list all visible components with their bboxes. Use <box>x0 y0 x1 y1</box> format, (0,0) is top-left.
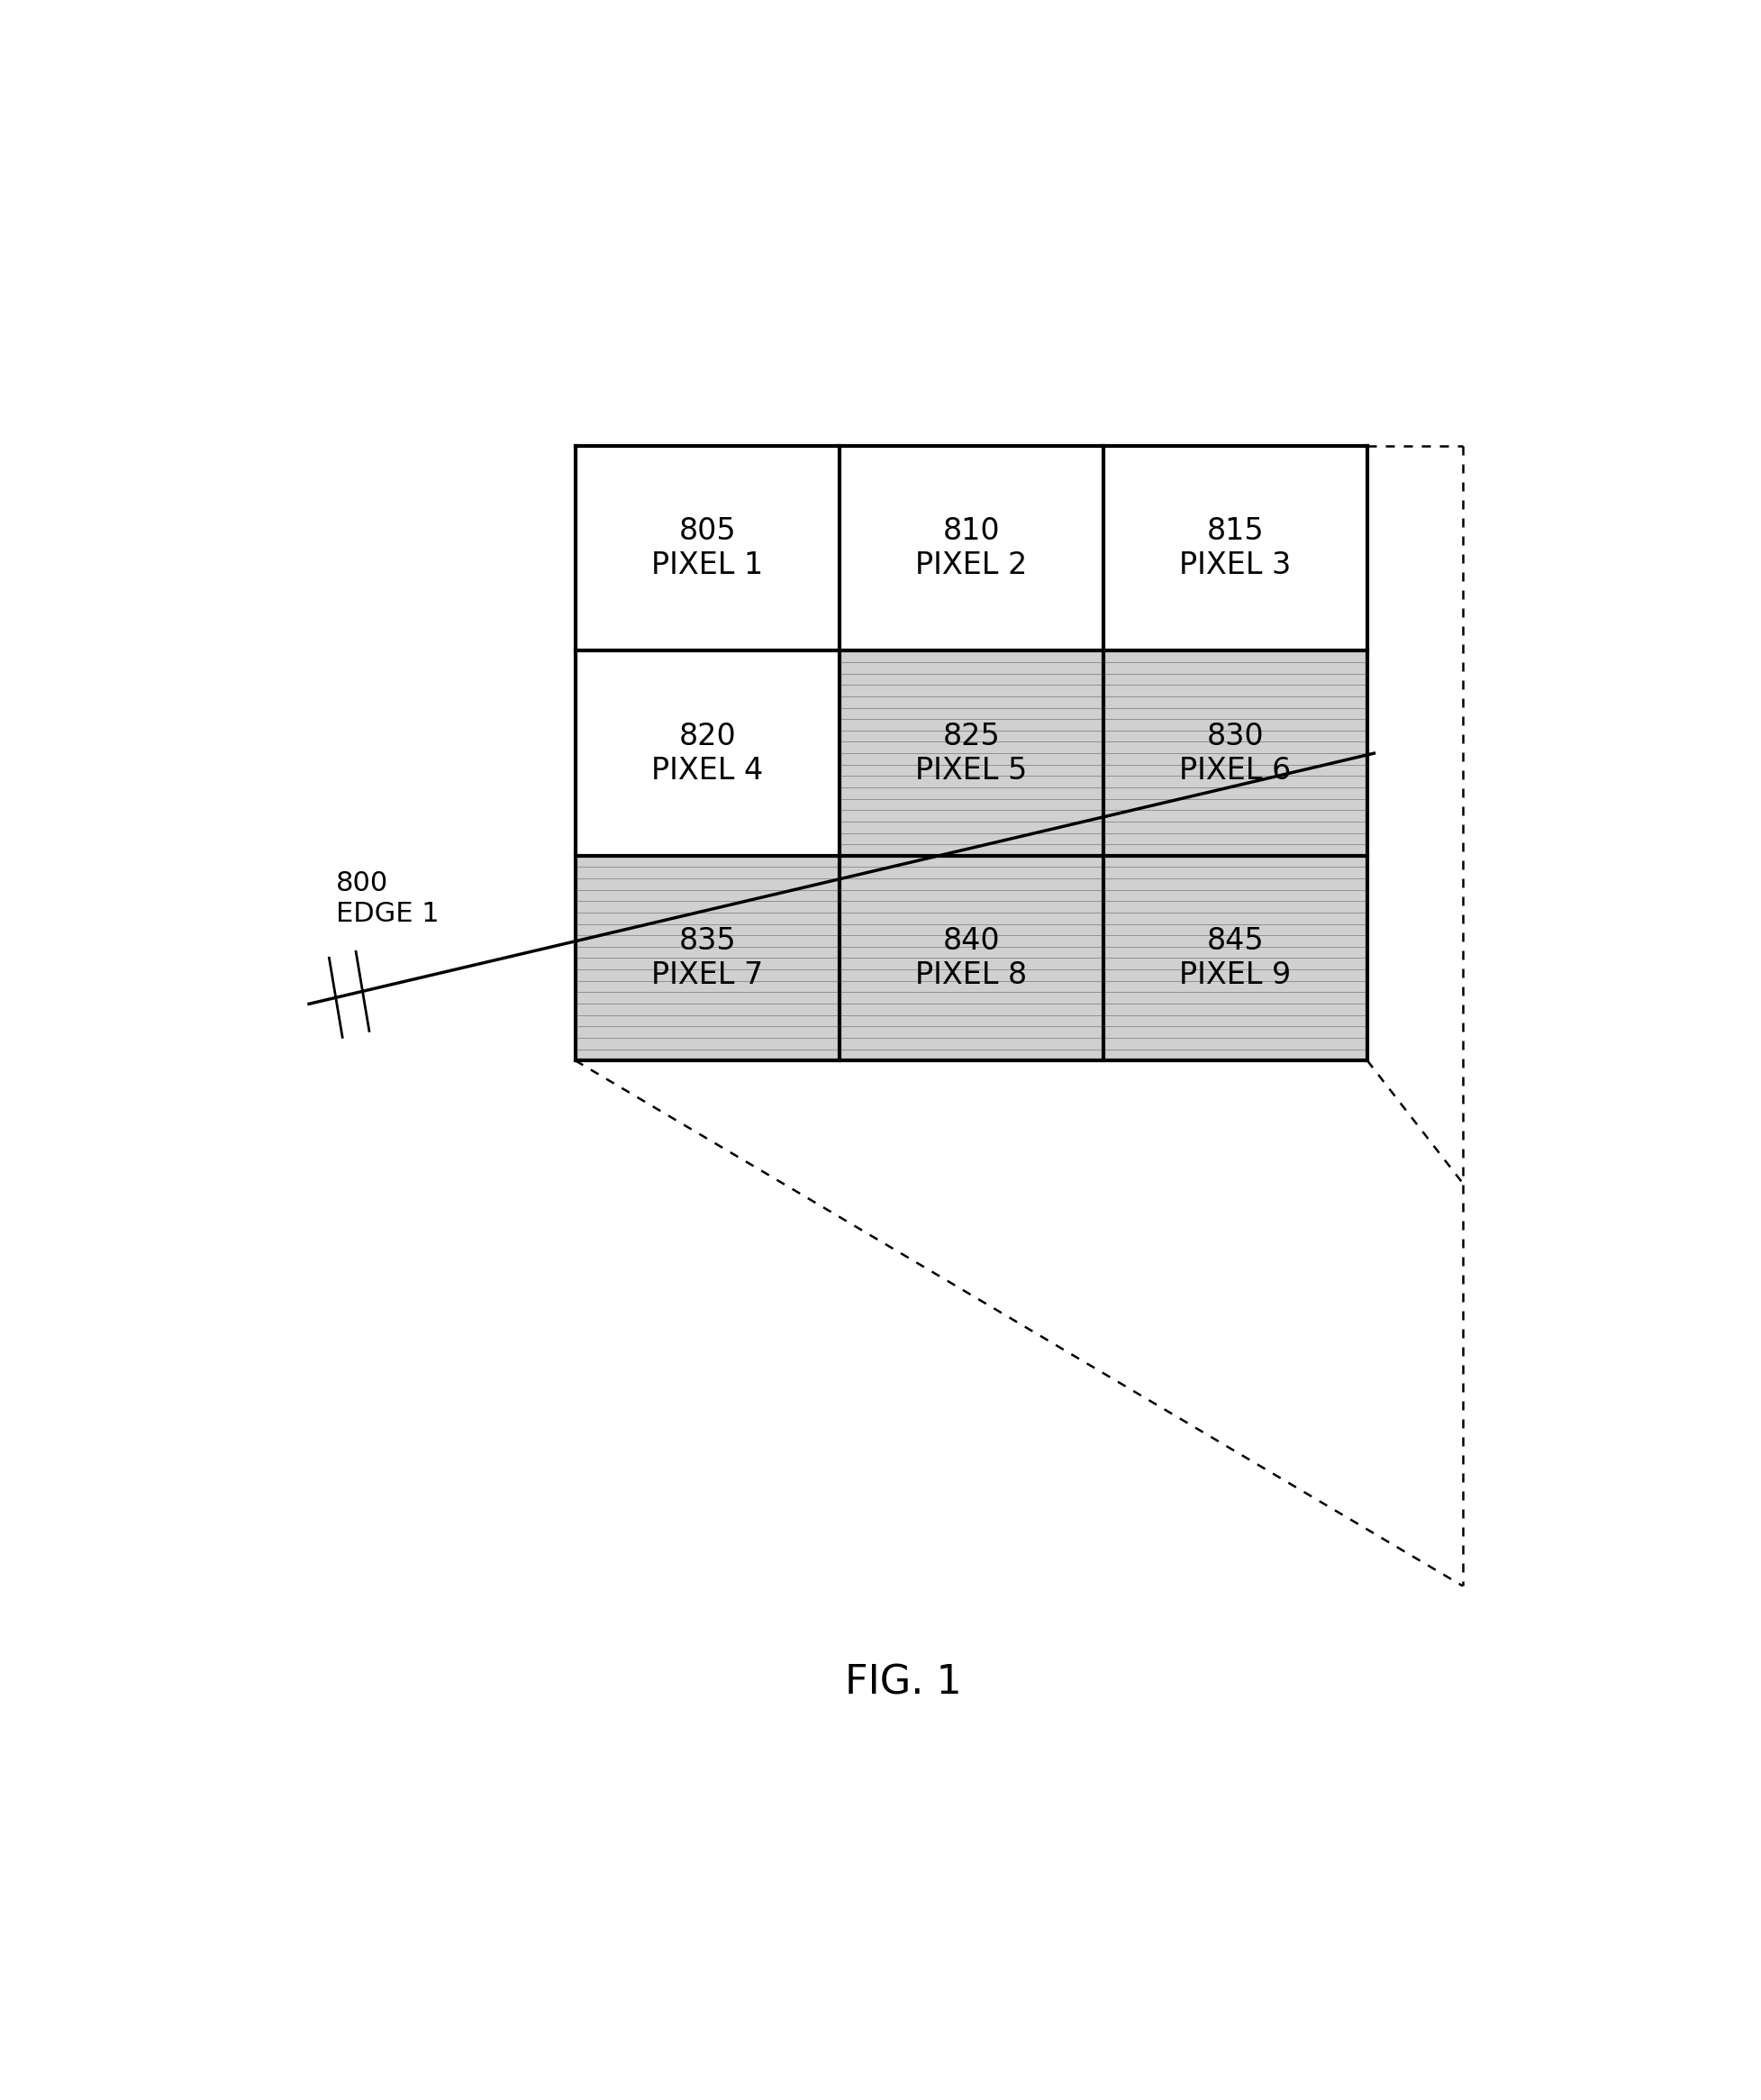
Text: 845
PIXEL 9: 845 PIXEL 9 <box>1178 926 1291 991</box>
Bar <box>838 855 1102 1060</box>
Bar <box>1102 855 1367 1060</box>
Text: 840
PIXEL 8: 840 PIXEL 8 <box>916 926 1027 991</box>
Text: 830
PIXEL 6: 830 PIXEL 6 <box>1178 720 1291 785</box>
Text: 825
PIXEL 5: 825 PIXEL 5 <box>914 720 1027 785</box>
Bar <box>574 651 838 855</box>
Text: 800
EDGE 1: 800 EDGE 1 <box>336 872 438 926</box>
Text: 810
PIXEL 2: 810 PIXEL 2 <box>914 517 1027 580</box>
Text: 835
PIXEL 7: 835 PIXEL 7 <box>652 926 763 991</box>
Bar <box>1102 445 1367 651</box>
Text: FIG. 1: FIG. 1 <box>844 1663 962 1703</box>
Bar <box>838 445 1102 651</box>
Text: 805
PIXEL 1: 805 PIXEL 1 <box>652 517 763 580</box>
Bar <box>1102 651 1367 855</box>
Bar <box>574 855 838 1060</box>
Text: 820
PIXEL 4: 820 PIXEL 4 <box>652 720 763 785</box>
Bar <box>574 445 838 651</box>
Text: 815
PIXEL 3: 815 PIXEL 3 <box>1178 517 1291 580</box>
Bar <box>838 651 1102 855</box>
